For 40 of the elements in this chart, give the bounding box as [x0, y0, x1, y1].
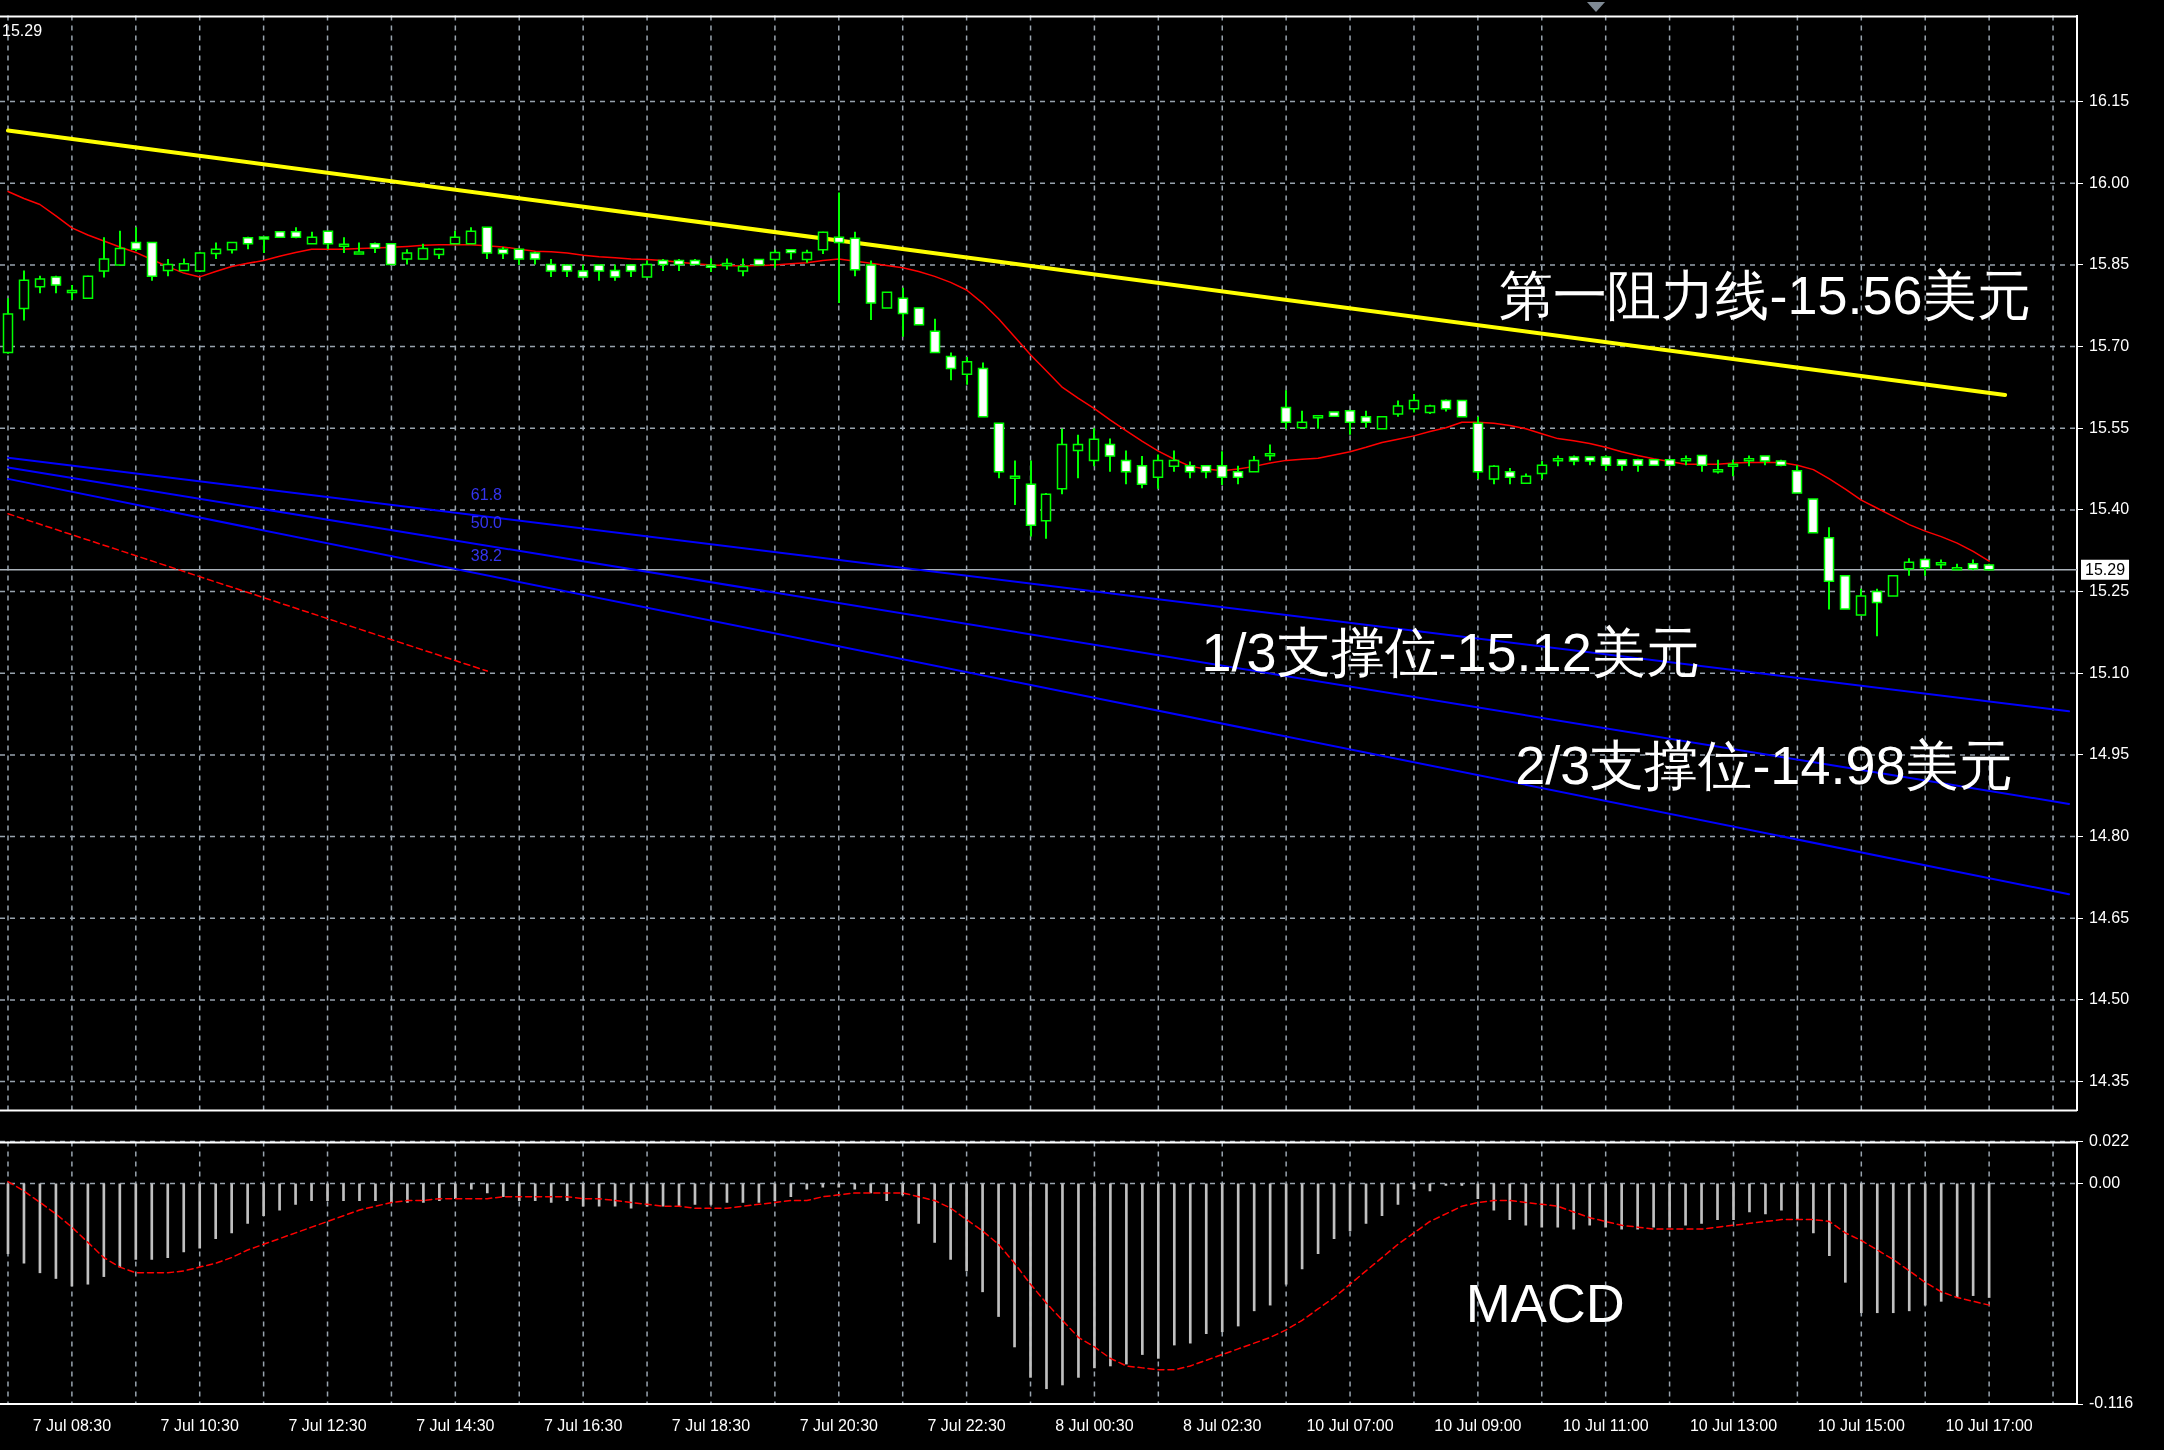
y-tick-label: 14.95 [2089, 745, 2130, 763]
y-tick-label: 15.25 [2089, 581, 2130, 599]
line-series [7, 1180, 1990, 1371]
y-tick-label: 14.80 [2089, 826, 2130, 844]
y-tick-label: 0.022 [2089, 1132, 2130, 1150]
x-tick-label: 7 Jul 20:30 [799, 1417, 879, 1435]
x-tick-label: 8 Jul 02:30 [1183, 1417, 1262, 1435]
y-tick-label: 14.65 [2089, 908, 2130, 926]
y-tick-label: 16.15 [2089, 92, 2130, 110]
x-tick-label: 7 Jul 10:30 [160, 1417, 239, 1435]
y-tick-label: 15.10 [2089, 663, 2130, 681]
y-tick-label: 14.35 [2089, 1071, 2130, 1089]
text: MACD [1465, 1273, 1625, 1334]
y-tick-label: 15.55 [2089, 418, 2130, 436]
annotation: 61.8 [470, 485, 503, 503]
annotation: 第一阻力线-15.56美元 [1499, 265, 2031, 326]
x-tick-label: 7 Jul 16:30 [544, 1417, 623, 1435]
x-tick-label: 7 Jul 12:30 [288, 1417, 367, 1435]
y-tick-label: 14.50 [2089, 990, 2130, 1008]
ref-line-label: 15.29 [2085, 561, 2126, 579]
x-tick-label: 7 Jul 08:30 [32, 1417, 112, 1435]
x-tick-label: 10 Jul 07:00 [1306, 1417, 1394, 1435]
x-tick-label: 7 Jul 14:30 [416, 1417, 495, 1435]
x-tick-label: 8 Jul 00:30 [1055, 1417, 1134, 1435]
chart-title: 15.29 [2, 22, 43, 40]
y-tick-label: -0.116 [2089, 1394, 2134, 1412]
x-tick-label: 7 Jul 18:30 [671, 1417, 751, 1435]
y-tick-label: 15.70 [2089, 337, 2130, 354]
x-tick-label: 10 Jul 13:00 [1689, 1417, 1778, 1435]
y-tick-label: 0.00 [2089, 1173, 2121, 1191]
x-tick-label: 10 Jul 09:00 [1434, 1417, 1522, 1435]
y-tick-label: 15.85 [2089, 255, 2130, 273]
y-tick-label: 15.40 [2089, 500, 2130, 518]
annotation: 38.2 [470, 546, 503, 564]
x-tick-label: 10 Jul 17:00 [1945, 1417, 2033, 1435]
y-tick-label: 16.00 [2089, 173, 2130, 191]
annotation: 50.0 [470, 514, 503, 532]
x-tick-label: 10 Jul 11:00 [1562, 1417, 1649, 1435]
x-tick-label: 7 Jul 22:30 [927, 1417, 1006, 1435]
x-tick-label: 10 Jul 15:00 [1817, 1417, 1905, 1435]
